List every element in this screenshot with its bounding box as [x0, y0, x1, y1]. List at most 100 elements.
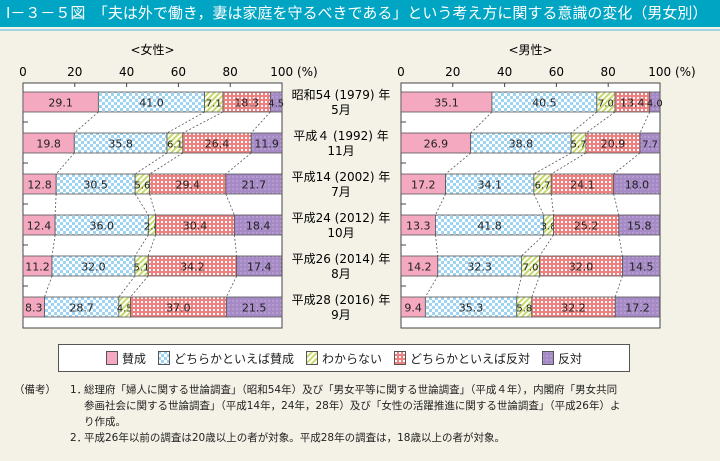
data-label: 35.3 [459, 302, 484, 315]
category-label-month: 5月 [331, 103, 351, 117]
note-text: 総理府「婦人に関する世論調査」（昭和54年）及び「男女平等に関する世論調査」（平… [84, 384, 618, 396]
note-number: 1． [70, 384, 88, 396]
plot-frame [400, 82, 661, 329]
data-label: 13.4 [620, 97, 645, 110]
data-label: 5.7 [571, 140, 587, 151]
data-label: 6.1 [167, 140, 183, 151]
data-label: 18.4 [246, 220, 271, 233]
note-text: り作成。 [84, 416, 126, 428]
legend-item-dont-know: わからない [305, 350, 382, 367]
category-label-month: 10月 [327, 226, 354, 240]
data-label: 37.0 [166, 302, 191, 315]
data-label: 18.3 [234, 97, 259, 110]
panel-title: <女性> [130, 42, 174, 57]
x-tick-label: 60 [171, 65, 186, 79]
data-label: 36.0 [89, 220, 114, 233]
x-tick-label: 40 [119, 65, 134, 79]
notes: （備考） 1． 総理府「婦人に関する世論調査」（昭和54年）及び「男女平等に関する世… [14, 382, 714, 446]
connector-line [425, 275, 439, 298]
data-label: 41.0 [139, 97, 164, 110]
connector-line [250, 111, 271, 134]
data-label: 20.9 [601, 138, 626, 151]
data-label: 7.0 [598, 99, 614, 110]
x-tick-label: 100 (%) [270, 65, 317, 79]
data-label: 18.0 [625, 179, 650, 192]
data-label: 26.9 [424, 138, 449, 151]
data-label: 32.0 [81, 261, 106, 274]
connector-line [130, 275, 149, 298]
data-label: 38.8 [509, 138, 534, 151]
data-label: 4.0 [647, 99, 663, 110]
data-label: 30.5 [83, 179, 108, 192]
data-label: 5.6 [134, 181, 150, 192]
bar-disagree [250, 132, 283, 154]
x-tick-label: 100 (%) [648, 65, 695, 79]
data-label: 2.8 [144, 222, 160, 233]
connector-line [613, 152, 641, 175]
data-label: 5.8 [516, 304, 532, 315]
x-tick-label: 80 [223, 65, 238, 79]
connector-line [55, 152, 75, 175]
x-tick-label: 40 [497, 65, 512, 79]
data-label: 32.2 [561, 302, 586, 315]
data-label: 28.7 [69, 302, 94, 315]
data-label: 14.5 [629, 261, 654, 274]
panel-title: <男性> [508, 43, 552, 57]
connector-line [54, 193, 57, 216]
bar-disagree [225, 173, 283, 195]
legend-item-disagree: 反対 [542, 350, 582, 367]
connector-line [516, 275, 522, 298]
bar-disagree [613, 173, 661, 195]
category-label: 平成26 (2014) 年 [292, 252, 391, 266]
legend-swatch [105, 351, 118, 365]
connector-line [74, 111, 99, 134]
legend: 賛成 どちらかといえば賛成 わからない どちらかといえば反対 反対 [58, 344, 630, 372]
data-label: 17.4 [247, 261, 272, 274]
connector-line [585, 111, 616, 134]
legend-item-somewhat-disagree: どちらかといえば反対 [394, 350, 530, 367]
legend-label: 反対 [558, 351, 583, 366]
data-label: 7.1 [206, 99, 222, 110]
x-tick-label: 20 [67, 65, 82, 79]
connector-line [550, 193, 554, 216]
data-label: 11.9 [254, 138, 279, 151]
data-label: 21.5 [242, 302, 267, 315]
bar-disagree [622, 255, 661, 277]
data-label: 21.7 [242, 179, 267, 192]
note-number: 2． [70, 432, 88, 444]
bar-disagree [639, 132, 661, 154]
x-tick-label: 20 [445, 65, 460, 79]
connector-line [435, 234, 439, 257]
legend-item-agree: 賛成 [105, 350, 146, 367]
data-label: 8.3 [25, 302, 43, 315]
plot-frame [22, 82, 283, 329]
connector-line [118, 275, 136, 298]
data-label: 35.1 [434, 97, 459, 110]
connector-line [551, 152, 587, 175]
x-tick-label: 0 [397, 65, 405, 79]
bar-disagree [269, 91, 283, 113]
x-tick-label: 80 [601, 65, 616, 79]
connector-line [149, 152, 184, 175]
data-label: 15.8 [627, 220, 652, 233]
legend-label: わからない [321, 351, 382, 366]
connector-line [539, 234, 554, 257]
data-label: 7.0 [523, 263, 539, 274]
data-label: 25.2 [574, 220, 599, 233]
data-label: 12.4 [27, 220, 52, 233]
note-text: 平成26年以前の調査は20歳以上の者が対象。平成28年の調査は，18歳以上の者が… [84, 432, 505, 444]
legend-swatch [542, 351, 555, 365]
connector-line [533, 152, 572, 175]
legend-swatch [305, 351, 318, 365]
data-label: 24.1 [570, 179, 595, 192]
stacked-bar-chart: <女性> 0 20 40 60 80 100 (%) 29.1 41.0 7.1 18.3 4.5 19… [19, 42, 696, 329]
bar-disagree [614, 296, 661, 318]
bar-disagree [225, 296, 283, 318]
data-label: 4.5 [117, 304, 133, 315]
connector-line [51, 234, 56, 257]
figure-title: Ⅰ－３－５図 「夫は外で働き，妻は家庭を守るべきである」という考え方に関する意識… [6, 4, 708, 22]
data-label: 29.4 [175, 179, 200, 192]
connector-line [134, 193, 149, 216]
category-label-month: 8月 [331, 267, 351, 281]
x-tick-label: 60 [549, 65, 564, 79]
